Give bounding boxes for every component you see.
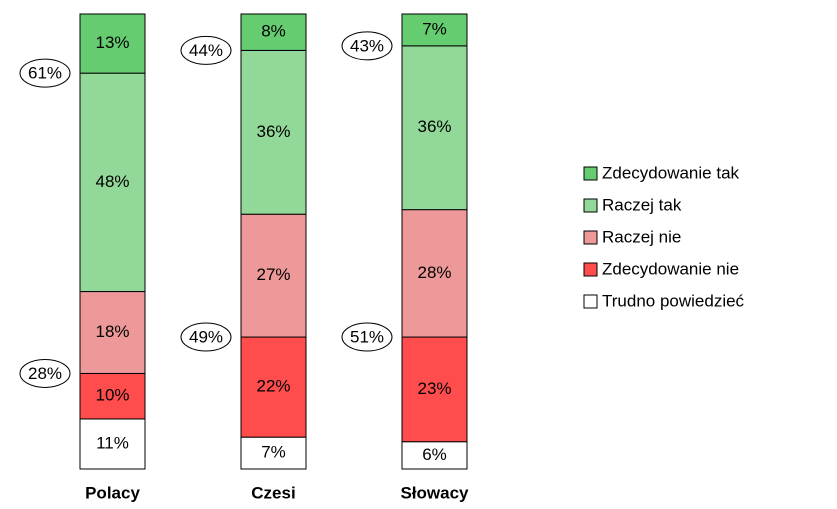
legend-swatch bbox=[583, 198, 598, 213]
legend-swatch bbox=[583, 230, 598, 245]
category-label: Słowacy bbox=[400, 483, 469, 502]
bar-segment bbox=[79, 418, 146, 470]
data-label: 7% bbox=[261, 443, 286, 462]
data-label: 28% bbox=[417, 263, 451, 282]
total-ellipse bbox=[341, 322, 393, 352]
total-ellipse bbox=[180, 35, 232, 65]
category-label: Polacy bbox=[85, 483, 140, 502]
data-label: 8% bbox=[261, 22, 286, 41]
data-label: 6% bbox=[422, 445, 447, 464]
total-label: 44% bbox=[189, 41, 223, 60]
data-label: 10% bbox=[95, 386, 129, 405]
bar-segment bbox=[240, 213, 307, 338]
total-label: 49% bbox=[189, 328, 223, 347]
bar-segment bbox=[240, 49, 307, 215]
total-label: 51% bbox=[350, 328, 384, 347]
data-label: 11% bbox=[96, 433, 129, 452]
total-ellipse bbox=[341, 31, 393, 61]
bar-segment bbox=[401, 13, 468, 47]
bar-segment bbox=[79, 372, 146, 420]
legend-label: Zdecydowanie tak bbox=[602, 163, 740, 182]
data-label: 22% bbox=[256, 377, 290, 396]
legend-swatch bbox=[583, 294, 598, 309]
data-label: 7% bbox=[422, 19, 447, 38]
bar-segment bbox=[79, 72, 146, 293]
bar-segment bbox=[240, 436, 307, 470]
legend-label: Raczej nie bbox=[602, 227, 681, 246]
legend-label: Zdecydowanie nie bbox=[602, 259, 739, 278]
bar-segment bbox=[401, 45, 468, 211]
data-label: 27% bbox=[256, 265, 290, 284]
bar-segment bbox=[240, 336, 307, 438]
total-ellipse bbox=[19, 358, 71, 388]
legend-label: Raczej tak bbox=[602, 195, 682, 214]
data-label: 48% bbox=[95, 172, 129, 191]
bar-segment bbox=[240, 13, 307, 51]
bar-segment bbox=[401, 209, 468, 338]
category-label: Czesi bbox=[251, 483, 295, 502]
bar-segment bbox=[79, 13, 146, 74]
bar-segment bbox=[401, 441, 468, 470]
legend-swatch bbox=[583, 262, 598, 277]
total-ellipse bbox=[19, 58, 71, 88]
data-label: 36% bbox=[256, 122, 290, 141]
data-label: 36% bbox=[417, 117, 451, 136]
total-ellipse bbox=[180, 322, 232, 352]
total-label: 43% bbox=[350, 36, 384, 55]
data-label: 23% bbox=[417, 379, 451, 398]
data-label: 18% bbox=[95, 322, 129, 341]
legend-swatch bbox=[583, 166, 598, 181]
total-label: 61% bbox=[28, 64, 62, 83]
total-label: 28% bbox=[28, 364, 62, 383]
legend-label: Trudno powiedzieć bbox=[602, 291, 745, 310]
data-label: 13% bbox=[95, 33, 129, 52]
bar-segment bbox=[401, 336, 468, 443]
